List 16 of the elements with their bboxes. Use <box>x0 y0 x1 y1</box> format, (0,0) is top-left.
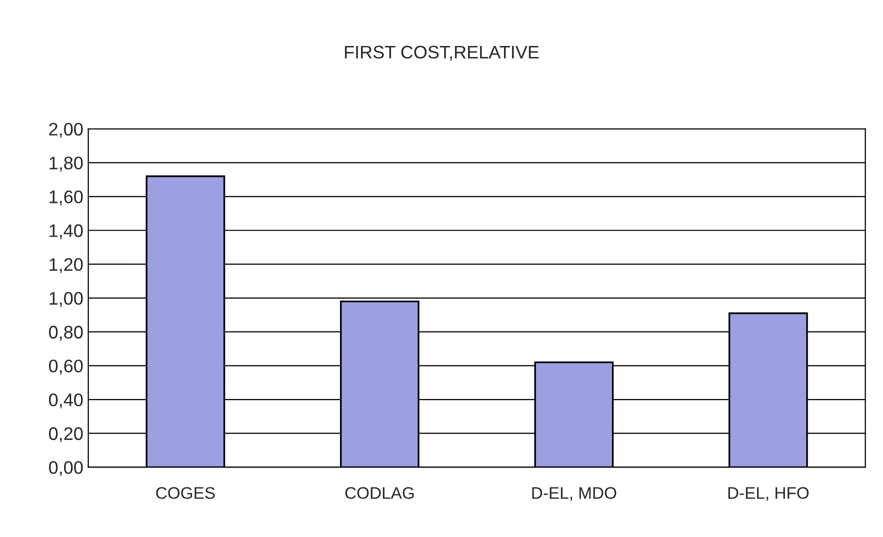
x-tick-label: COGES <box>156 487 215 499</box>
y-tick-label: 1,20 <box>50 258 83 274</box>
y-tick-label: 0,60 <box>49 360 83 375</box>
x-tick-label: CODLAG <box>345 487 414 499</box>
y-tick-label: 1,00 <box>50 292 83 307</box>
y-tick-label: 1,80 <box>50 156 83 172</box>
x-tick-label: D-EL, MDO <box>532 487 616 501</box>
x-tick-label: D-EL, HFO <box>728 487 809 501</box>
y-tick-label: 1,40 <box>50 224 83 240</box>
y-tick-label: 1,60 <box>50 190 83 206</box>
y-tick-label: 2,00 <box>49 122 83 138</box>
y-tick-label: 0,20 <box>49 427 83 442</box>
y-tick-label: 0,00 <box>49 461 83 476</box>
chart-title: FIRST COST,RELATIVE <box>344 46 539 61</box>
y-tick-label: 0,40 <box>49 393 83 408</box>
y-tick-label: 0,80 <box>49 326 83 341</box>
